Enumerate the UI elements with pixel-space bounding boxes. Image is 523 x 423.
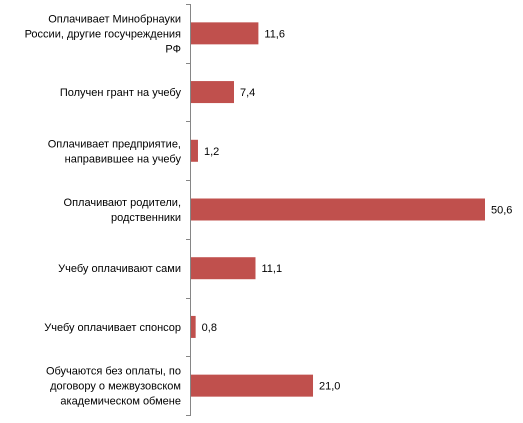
category-label: Получен грант на учебу: [60, 87, 182, 99]
category-label: Учебу оплачивает спонсор: [44, 322, 181, 334]
bar: [191, 374, 314, 397]
bar-value-label: 11,1: [261, 263, 282, 275]
bar-value-label: 7,4: [240, 87, 255, 99]
category-label-line: договору о межвузовском: [50, 381, 181, 393]
bar-value-label: 1,2: [204, 146, 219, 158]
category-label-line: родственники: [111, 212, 181, 224]
category-label-line: Оплачивает Минобрнауки: [48, 13, 181, 25]
category-label-line: Обучаются без оплаты, по: [46, 366, 181, 378]
category-label: Оплачивает Минобрнауки России, другие гос…: [25, 13, 181, 55]
category-labels: Оплачивает Минобрнауки России, другие гос…: [25, 13, 182, 407]
category-label: Обучаются без оплаты, по договору о межву…: [46, 366, 181, 408]
bars: [191, 22, 485, 397]
bar: [191, 257, 256, 280]
data-labels: 11,6 7,4 1,2 50,6 11,1 0,8 21,0: [202, 28, 513, 392]
category-label-line: академическом обмене: [60, 396, 181, 408]
category-label: Оплачивают родители, родственники: [64, 197, 181, 224]
category-label: Учебу оплачивают сами: [58, 263, 181, 275]
category-label-line: России, другие госучреждения: [25, 28, 181, 40]
bar: [191, 22, 259, 45]
category-label-line: направившее на учебу: [65, 153, 182, 165]
bar-value-label: 50,6: [491, 205, 512, 217]
category-label-line: Учебу оплачивают сами: [58, 263, 181, 275]
bar: [191, 198, 485, 221]
axis-ticks: [186, 4, 191, 416]
bar: [191, 139, 198, 162]
bar-value-label: 0,8: [202, 322, 217, 334]
category-label-line: Учебу оплачивает спонсор: [44, 322, 181, 334]
bar-value-label: 11,6: [264, 28, 285, 40]
category-label-line: Получен грант на учебу: [60, 87, 182, 99]
category-label-line: РФ: [165, 43, 181, 55]
category-label-line: Оплачивают родители,: [64, 197, 181, 209]
bar: [191, 81, 234, 104]
bar-value-label: 21,0: [319, 381, 340, 393]
bar: [191, 315, 196, 338]
category-label-line: Оплачивает предприятие,: [48, 138, 181, 150]
category-label: Оплачивает предприятие, направившее на уч…: [48, 138, 182, 165]
